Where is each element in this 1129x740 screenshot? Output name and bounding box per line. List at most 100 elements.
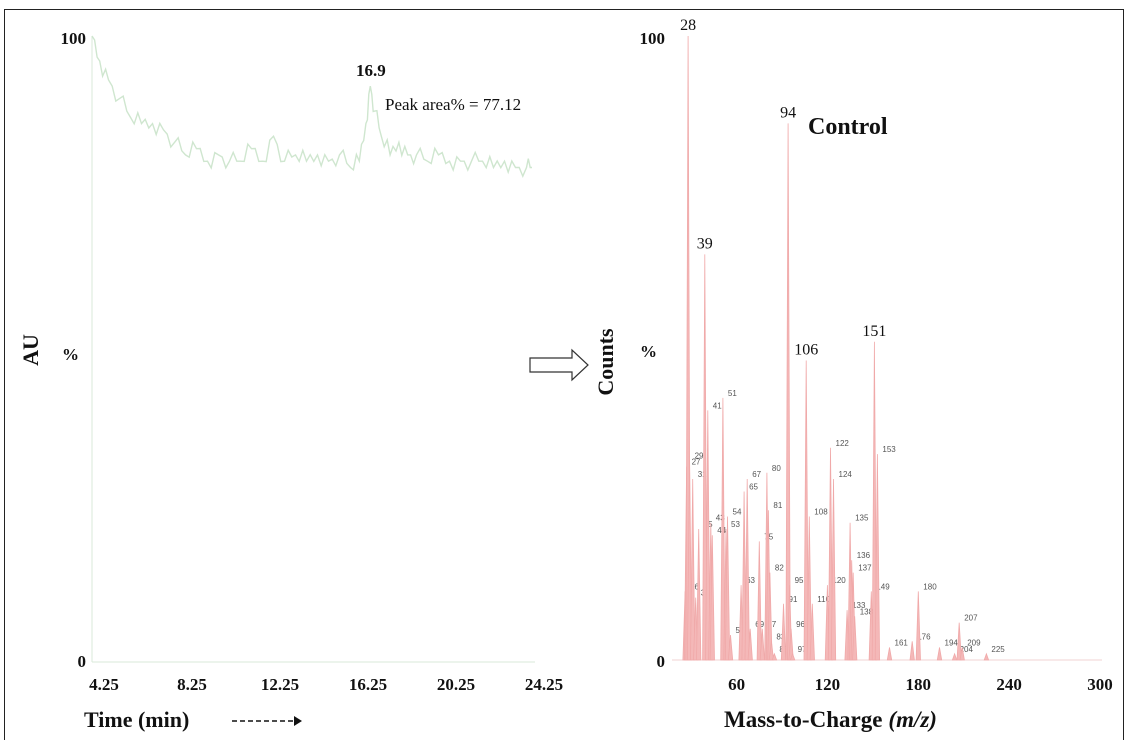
peak-mz-label: 207 <box>964 614 978 623</box>
spectrum-peak <box>803 360 809 661</box>
spectrum-peak <box>720 397 726 661</box>
left-x-tick-label: 20.25 <box>437 675 475 694</box>
peak-mz-label: 122 <box>836 439 850 448</box>
left-x-axis-title: Time (min) <box>84 707 189 732</box>
spectrum-peak <box>951 652 958 661</box>
peak-area-note: Peak area% = 77.12 <box>385 95 521 114</box>
spectrum-peak <box>780 603 787 661</box>
peak-mz-label: 110 <box>817 595 830 604</box>
figure-frame <box>4 9 1124 740</box>
peak-mz-label: 135 <box>855 514 869 523</box>
peak-mz-label: 94 <box>780 104 796 121</box>
peak-mz-label: 29 <box>695 451 704 460</box>
right-x-axis-title: Mass-to-Charge (m/z) <box>724 707 937 732</box>
right-x-ticks: 60 120 180 240 300 <box>728 675 1113 694</box>
spectrum-peak <box>756 541 762 661</box>
time-arrow <box>232 716 302 726</box>
peak-mz-label: 67 <box>752 470 761 479</box>
spectrum-peak <box>768 641 775 661</box>
spectrum-peak <box>915 591 921 661</box>
right-x-tick-label: 120 <box>815 675 841 694</box>
peak-mz-label: 41 <box>713 401 722 410</box>
spectrum-peak <box>959 647 965 661</box>
left-y-zero-label: 0 <box>78 652 87 671</box>
peak-mz-label: 51 <box>728 389 737 398</box>
peak-mz-label: 151 <box>862 323 886 340</box>
spectrum-peak <box>724 516 731 661</box>
spectrum-peak <box>727 634 734 661</box>
spectrum-peak <box>771 652 778 661</box>
spectrum-peak <box>852 616 858 661</box>
peak-mz-label: 153 <box>882 445 896 454</box>
peak-mz-label: 65 <box>749 483 758 492</box>
legend-label: Control <box>808 114 888 140</box>
spectrum-peak <box>830 478 837 661</box>
peak-mz-label: 209 <box>967 639 981 648</box>
peak-mz-label: 91 <box>789 595 798 604</box>
peak-mz-label: 120 <box>832 576 846 585</box>
spectrum-panel: 100 % 0 Counts 2627282931333539414344515… <box>593 17 1113 732</box>
spectrum-peak <box>909 641 915 661</box>
left-x-tick-label: 8.25 <box>177 675 207 694</box>
right-x-tick-label: 240 <box>996 675 1022 694</box>
right-x-tick-label: 300 <box>1087 675 1113 694</box>
peak-mz-label: 108 <box>814 508 828 517</box>
peak-mz-label: 149 <box>876 582 890 591</box>
peak-label: 16.9 <box>356 61 386 80</box>
spectrum-peak <box>709 535 715 661</box>
spectrum-peak <box>785 123 791 661</box>
panel-arrow <box>529 348 589 382</box>
right-x-axis-title-text: Mass-to-Charge <box>724 707 882 732</box>
spectrum-peak <box>806 516 812 661</box>
left-x-tick-label: 4.25 <box>89 675 119 694</box>
peak-mz-label: 95 <box>795 576 804 585</box>
right-y-mid-label: % <box>640 342 657 361</box>
peak-mz-label: 28 <box>680 17 696 34</box>
peak-mz-label: 53 <box>731 520 740 529</box>
peak-mz-label: 96 <box>796 620 805 629</box>
right-y-zero-label: 0 <box>657 652 666 671</box>
chromatogram-line <box>91 35 532 179</box>
spectrum-peak <box>809 603 815 661</box>
peak-mz-label: 136 <box>857 551 871 560</box>
right-x-tick-label: 180 <box>906 675 932 694</box>
peak-mz-label: 97 <box>798 645 807 654</box>
peak-mz-label: 81 <box>773 501 782 510</box>
spectrum-peak <box>886 647 893 661</box>
peak-mz-label: 124 <box>839 470 853 479</box>
peak-mz-label: 180 <box>923 582 937 591</box>
peak-mz-label: 63 <box>746 576 755 585</box>
peak-mz-label: 161 <box>895 639 909 648</box>
left-y-mid-label: % <box>62 345 79 364</box>
spectrum-peak <box>936 647 943 661</box>
peak-mz-label: 39 <box>697 235 713 252</box>
peak-mz-label: 31 <box>698 470 707 479</box>
peak-mz-label: 194 <box>945 639 959 648</box>
peak-mz-label: 82 <box>775 564 784 573</box>
spectrum-peak <box>686 460 693 661</box>
peak-mz-label: 133 <box>852 601 866 610</box>
peak-mz-label: 138 <box>860 607 874 616</box>
right-x-tick-label: 60 <box>728 675 745 694</box>
spectrum-peak <box>690 478 696 661</box>
chromatogram-panel: 100 % 0 AU 4.25 8.25 12.25 16.25 20.25 24.25 … <box>18 29 563 732</box>
peak-mz-label: 225 <box>991 645 1005 654</box>
peak-mz-label: 176 <box>917 632 931 641</box>
spectrum-peaks: 2627282931333539414344515354566365676975… <box>680 17 1005 661</box>
spectrum-peak <box>705 410 711 661</box>
peak-mz-label: 80 <box>772 464 781 473</box>
peak-mz-label: 27 <box>692 458 701 467</box>
peak-mz-label: 77 <box>767 620 776 629</box>
peak-mz-label: 83 <box>776 632 785 641</box>
spectrum-peak <box>956 622 962 661</box>
right-x-axis-title-unit: (m/z) <box>888 707 937 732</box>
peak-mz-label: 137 <box>858 564 872 573</box>
peak-mz-label: 54 <box>733 508 742 517</box>
left-y-axis-title: AU <box>18 334 43 366</box>
spectrum-peak <box>871 341 878 661</box>
left-x-tick-label: 24.25 <box>525 675 563 694</box>
spectrum-peak <box>702 254 708 661</box>
spectrum-peak <box>874 454 881 661</box>
left-y-top-label: 100 <box>61 29 87 48</box>
spectrum-peak <box>983 652 990 661</box>
